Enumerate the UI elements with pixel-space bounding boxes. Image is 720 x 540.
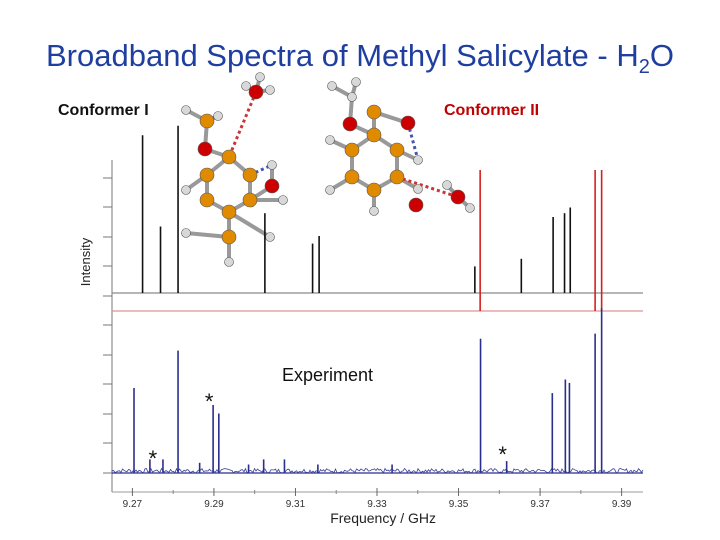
hydrogen-atom [278, 195, 288, 205]
carbon-atom [199, 113, 215, 129]
carbon-atom [366, 182, 382, 198]
carbon-atom [221, 229, 237, 245]
hydrogen-atom [181, 105, 191, 115]
carbon-atom [389, 169, 405, 185]
oxygen-atom [450, 189, 466, 205]
bond [227, 210, 272, 239]
oxygen-atom [400, 115, 416, 131]
x-tick-label: 9.37 [530, 499, 550, 510]
conformer-2-label: Conformer II [444, 102, 540, 119]
hydrogen-atom [181, 228, 191, 238]
asterisk-marker: * [498, 442, 507, 467]
hydrogen-atom [325, 185, 335, 195]
carbon-atom [242, 192, 258, 208]
x-axis-label: Frequency / GHz [330, 510, 436, 526]
y-axis-label: Intensity [78, 237, 93, 286]
hydrogen-atom [265, 232, 275, 242]
simulated-spectra [112, 125, 643, 312]
title-main: Broadband Spectra of Methyl Salicylate -… [46, 38, 639, 73]
oxygen-atom [408, 197, 424, 213]
carbon-atom [366, 127, 382, 143]
hydrogen-atom [325, 135, 335, 145]
carbon-atom [221, 204, 237, 220]
experiment-noise-trace [111, 467, 644, 474]
chart-axes: Intensity [78, 160, 113, 492]
conformer-1-label: Conformer I [58, 102, 149, 119]
chart-title: Broadband Spectra of Methyl Salicylate -… [0, 38, 720, 79]
oxygen-atom [342, 116, 358, 132]
oxygen-atom [248, 84, 264, 100]
carbon-atom [199, 192, 215, 208]
x-tick-label: 9.31 [286, 499, 306, 510]
x-tick-label: 9.27 [123, 499, 143, 510]
hydrogen-atom [241, 81, 251, 91]
asterisk-marker: * [205, 389, 214, 414]
hydrogen-bond [227, 91, 258, 158]
x-axis-ticks: 9.27 9.29 9.31 9.33 9.35 9.37 9.39 Frequency / … [112, 488, 643, 526]
hydrogen-atom [255, 72, 265, 82]
x-tick-label: 9.35 [449, 499, 469, 510]
title-subscript: 2 [638, 56, 650, 79]
carbon-atom [242, 167, 258, 183]
experiment-spectrum [111, 308, 644, 474]
hydrogen-atom [213, 111, 223, 121]
hydrogen-atom [224, 257, 234, 267]
hydrogen-atom [267, 160, 277, 170]
x-tick-label: 9.33 [367, 499, 387, 510]
hydrogen-atom [413, 155, 423, 165]
x-tick-label: 9.39 [612, 499, 632, 510]
carbon-atom [344, 142, 360, 158]
carbon-atom [366, 104, 382, 120]
carbon-atom [344, 169, 360, 185]
x-tick-label: 9.29 [204, 499, 224, 510]
hydrogen-atom [181, 185, 191, 195]
hydrogen-atom [265, 85, 275, 95]
hydrogen-atom [413, 184, 423, 194]
hydrogen-bond [396, 175, 459, 199]
asterisk-marker: * [149, 446, 158, 471]
oxygen-atom [197, 141, 213, 157]
hydrogen-atom [465, 203, 475, 213]
conformer-1-molecule [181, 72, 288, 267]
title-end: O [649, 38, 674, 73]
hydrogen-atom [442, 180, 452, 190]
experiment-label: Experiment [282, 365, 373, 385]
hydrogen-atom [327, 81, 337, 91]
hydrogen-atom [347, 92, 357, 102]
carbon-atom [199, 167, 215, 183]
oxygen-atom [264, 178, 280, 194]
hydrogen-atom [369, 206, 379, 216]
hydrogen-atom [351, 77, 361, 87]
annotations: Experiment * * * [149, 365, 508, 471]
carbon-atom [221, 149, 237, 165]
carbon-atom [389, 142, 405, 158]
conformer-2-molecule [325, 77, 475, 216]
